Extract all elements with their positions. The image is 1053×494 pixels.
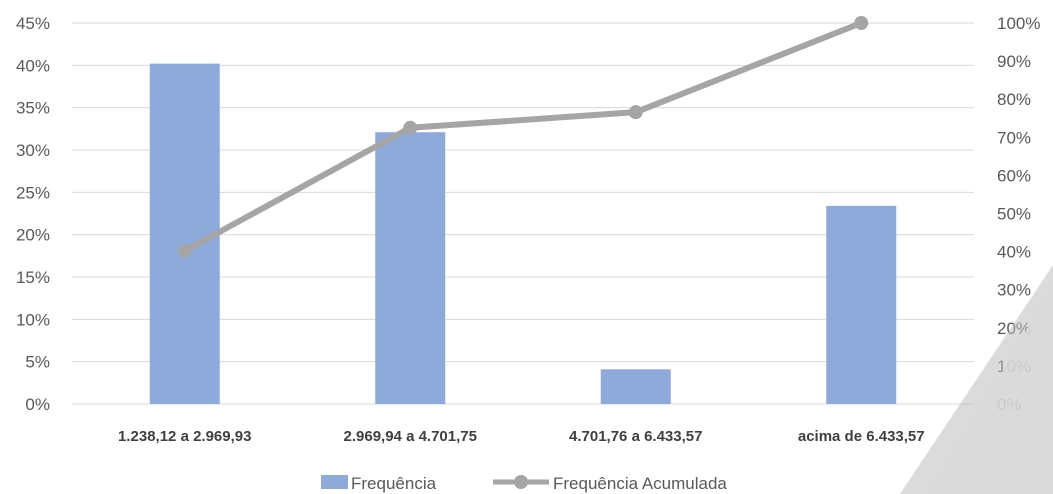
left-axis-ticks: 0% 5% 10% 15% 20% 25% 30% 35% 40% 45% [16, 14, 50, 414]
right-tick-label: 90% [997, 52, 1031, 71]
left-tick-label: 40% [16, 56, 50, 75]
legend: Frequência Frequência Acumulada [321, 474, 727, 493]
category-labels: 1.238,12 a 2.969,93 2.969,94 a 4.701,75 4.… [118, 428, 925, 445]
left-tick-label: 10% [16, 310, 50, 329]
left-tick-label: 5% [25, 353, 50, 372]
right-tick-label: 40% [997, 243, 1031, 262]
right-tick-label: 100% [997, 14, 1040, 33]
category-label: 2.969,94 a 4.701,75 [344, 428, 477, 445]
bar-frequency [375, 132, 446, 404]
category-label: 1.238,12 a 2.969,93 [118, 428, 251, 445]
left-tick-label: 0% [25, 395, 50, 414]
bar-frequency [826, 205, 897, 404]
cumulative-point [854, 16, 869, 30]
left-tick-label: 45% [16, 14, 50, 33]
cumulative-line-path [181, 20, 865, 254]
category-label: acima de 6.433,57 [798, 428, 925, 445]
category-label: 4.701,76 a 6.433,57 [569, 428, 702, 445]
cumulative-line [177, 16, 869, 258]
right-tick-label: 70% [997, 128, 1031, 147]
left-tick-label: 20% [16, 226, 50, 245]
legend-cumulative-marker [514, 475, 528, 489]
gridlines [72, 22, 974, 405]
cumulative-point [403, 120, 418, 135]
right-tick-label: 50% [997, 205, 1031, 224]
frequency-bars [149, 63, 897, 404]
cumulative-point [628, 105, 643, 120]
left-tick-label: 15% [16, 268, 50, 287]
legend-frequency-swatch [321, 475, 348, 489]
right-tick-label: 30% [997, 281, 1031, 300]
bar-frequency [600, 369, 671, 404]
right-tick-label: 60% [997, 166, 1031, 185]
legend-cumulative-label: Frequência Acumulada [553, 474, 727, 493]
page-curl [930, 285, 1053, 494]
left-tick-label: 35% [16, 99, 50, 118]
bar-frequency [149, 63, 220, 404]
cumulative-point [177, 243, 192, 258]
right-tick-label: 80% [997, 90, 1031, 109]
left-tick-label: 30% [16, 141, 50, 160]
legend-frequency-label: Frequência [351, 474, 437, 493]
left-tick-label: 25% [16, 183, 50, 202]
